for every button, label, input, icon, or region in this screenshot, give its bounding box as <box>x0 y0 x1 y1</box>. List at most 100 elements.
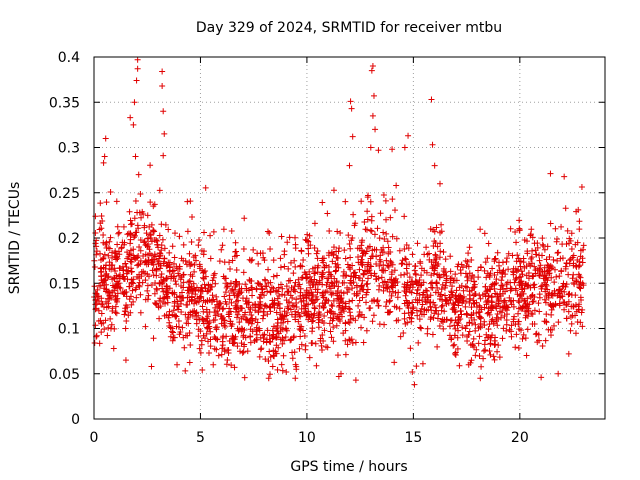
data-point <box>189 214 196 221</box>
data-point <box>131 232 138 239</box>
data-point <box>156 297 163 304</box>
data-point <box>337 229 344 236</box>
data-point <box>402 255 409 262</box>
data-point <box>464 258 471 265</box>
data-point <box>130 246 137 253</box>
data-points <box>91 56 587 388</box>
data-point <box>332 260 339 267</box>
data-point <box>535 300 542 307</box>
data-point <box>204 325 211 332</box>
data-point <box>114 223 121 230</box>
data-point <box>458 261 465 268</box>
data-point <box>297 263 304 270</box>
data-point <box>421 251 428 258</box>
data-point <box>499 304 506 311</box>
data-point <box>191 268 198 275</box>
data-point <box>127 114 134 121</box>
data-point <box>309 325 316 332</box>
data-point <box>573 208 580 215</box>
data-point <box>130 298 137 305</box>
data-point <box>184 301 191 308</box>
data-point <box>100 239 107 246</box>
data-point <box>126 250 133 257</box>
data-point <box>206 286 213 293</box>
data-point <box>104 274 111 281</box>
data-point <box>300 256 307 263</box>
data-point <box>293 304 300 311</box>
data-point <box>576 301 583 308</box>
data-point <box>462 298 469 305</box>
data-point <box>416 316 423 323</box>
data-point <box>123 293 130 300</box>
data-point <box>387 297 394 304</box>
data-point <box>325 252 332 259</box>
data-point <box>383 230 390 237</box>
data-point <box>148 221 155 228</box>
data-point <box>227 266 234 273</box>
data-point <box>391 359 398 366</box>
data-point <box>580 242 587 249</box>
data-point <box>515 266 522 273</box>
data-point <box>96 298 103 305</box>
x-tick-label: 0 <box>90 430 99 446</box>
data-point <box>339 279 346 286</box>
data-point <box>184 198 191 205</box>
data-point <box>233 298 240 305</box>
data-point <box>287 306 294 313</box>
data-point <box>247 339 254 346</box>
data-point <box>579 323 586 330</box>
data-point <box>459 299 466 306</box>
data-point <box>480 355 487 362</box>
data-point <box>136 243 143 250</box>
data-point <box>143 230 150 237</box>
data-point <box>144 235 151 242</box>
data-point <box>536 252 543 259</box>
data-point <box>312 296 319 303</box>
data-point <box>531 307 538 314</box>
data-point <box>437 248 444 255</box>
data-point <box>228 287 235 294</box>
data-point <box>487 341 494 348</box>
data-point <box>150 203 157 210</box>
data-point <box>296 325 303 332</box>
data-point <box>278 361 285 368</box>
data-point <box>228 362 235 369</box>
data-point <box>101 326 108 333</box>
data-point <box>225 350 232 357</box>
data-point <box>306 354 313 361</box>
data-point <box>323 343 330 350</box>
data-point <box>122 308 129 315</box>
data-point <box>442 282 449 289</box>
data-point <box>228 227 235 234</box>
data-point <box>367 198 374 205</box>
data-point <box>472 327 479 334</box>
data-point <box>487 351 494 358</box>
data-point <box>336 311 343 318</box>
data-point <box>298 298 305 305</box>
data-point <box>98 277 105 284</box>
data-point <box>171 254 178 261</box>
data-point <box>93 291 100 298</box>
data-point <box>184 294 191 301</box>
data-point <box>179 324 186 331</box>
data-point <box>340 308 347 315</box>
data-point <box>508 328 515 335</box>
data-point <box>359 277 366 284</box>
data-point <box>285 300 292 307</box>
data-point <box>333 267 340 274</box>
data-point <box>206 350 213 357</box>
data-point <box>453 287 460 294</box>
data-point <box>377 252 384 259</box>
x-tick-label: 5 <box>196 430 205 446</box>
data-point <box>563 281 570 288</box>
y-tick-label: 0.35 <box>49 95 80 111</box>
data-point <box>417 308 424 315</box>
data-point <box>363 226 370 233</box>
data-point <box>326 320 333 327</box>
data-point <box>267 354 274 361</box>
data-point <box>139 279 146 286</box>
data-point <box>412 270 419 277</box>
data-point <box>481 267 488 274</box>
data-point <box>358 282 365 289</box>
data-point <box>180 241 187 248</box>
